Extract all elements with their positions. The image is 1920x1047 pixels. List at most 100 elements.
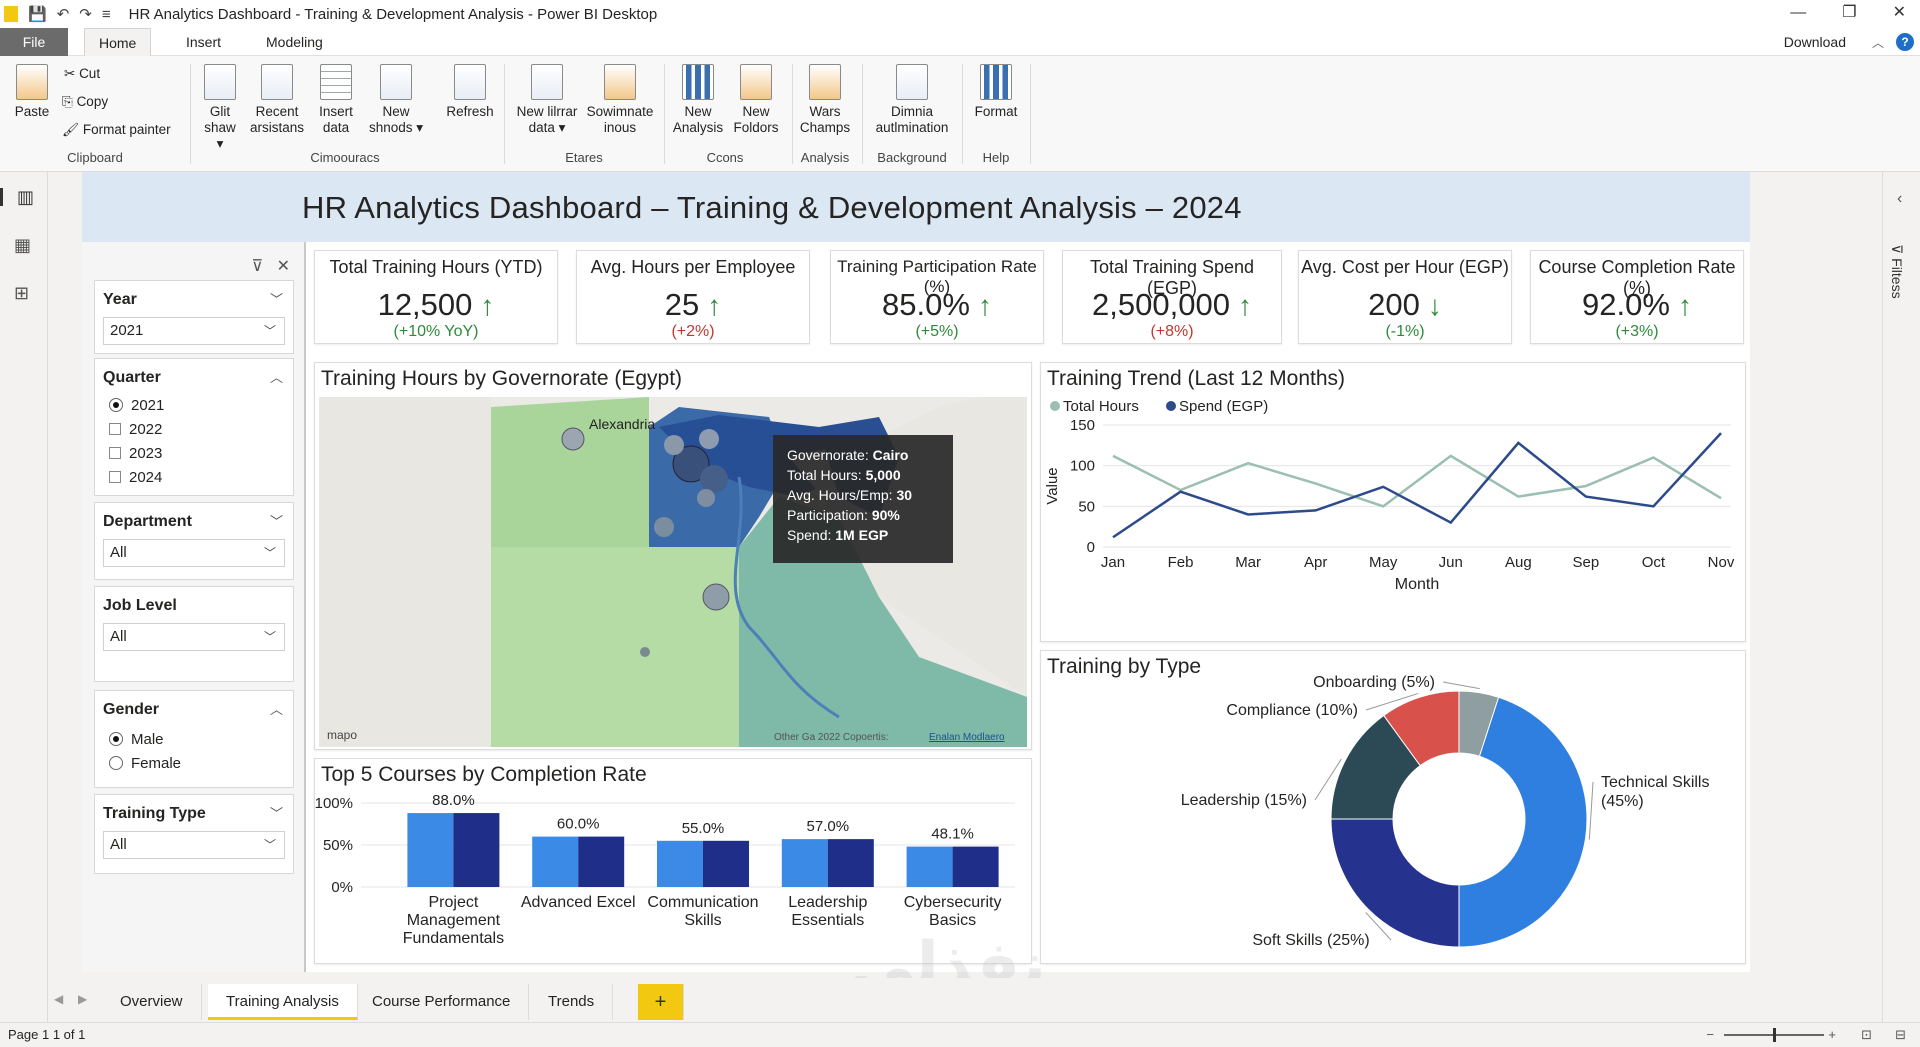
table-view-icon[interactable]: ▦	[14, 235, 32, 255]
chevron-up-icon[interactable]: ︿	[269, 370, 283, 385]
fit-width-icon[interactable]: ⊟	[1895, 1027, 1906, 1042]
kpi-card-completion[interactable]: Course Completion Rate (%) 92.0% ↑ (+3%)	[1530, 250, 1744, 344]
department-dropdown[interactable]: All ﹀	[103, 539, 285, 567]
bar-light	[407, 813, 454, 887]
wars-champs-button[interactable]: Wars Champs	[796, 64, 854, 136]
filters-pane-collapsed[interactable]: ‹ ⊽ Filtess	[1882, 172, 1920, 1022]
quarter-option-2022[interactable]: 2022	[109, 421, 162, 438]
customize-quick-access-icon[interactable]: ≡	[101, 5, 111, 23]
undo-icon[interactable]: ↶	[56, 6, 70, 23]
kpi-card-participation[interactable]: Training Participation Rate (%) 85.0% ↑ (…	[830, 250, 1044, 344]
recent-button[interactable]: Recent arsistans	[248, 64, 306, 136]
zoom-in-icon[interactable]: +	[1828, 1027, 1836, 1042]
donut-slice	[1330, 818, 1460, 948]
refresh-button[interactable]: Refresh	[444, 64, 496, 120]
redo-icon[interactable]: ↷	[79, 6, 92, 23]
help-icon[interactable]: ?	[1896, 33, 1914, 51]
top-courses-chart[interactable]: Top 5 Courses by Completion Rate 0% 50% 10…	[314, 758, 1032, 964]
fit-page-icon[interactable]: ⊡	[1861, 1027, 1872, 1042]
year-dropdown[interactable]: 2021 ﹀	[103, 317, 285, 345]
kpi-card-total-spend[interactable]: Total Training Spend (EGP) 2,500,000 ↑ (+…	[1062, 250, 1282, 344]
new-folders-button[interactable]: New Foldors	[728, 64, 784, 136]
page-tab-overview[interactable]: Overview	[102, 984, 202, 1020]
kpi-change: (+8%)	[1150, 323, 1194, 340]
quarter-label: Quarter	[103, 369, 161, 386]
gender-option-female[interactable]: Female	[109, 755, 181, 772]
chevron-left-icon[interactable]: ‹	[1897, 190, 1903, 207]
training-type-dropdown[interactable]: All ﹀	[103, 831, 285, 859]
donut-chart-svg[interactable]: Technical Skills (45%) Soft Skills (25%) Le…	[1041, 651, 1747, 965]
gender-option-male[interactable]: Male	[109, 731, 164, 748]
map-bubble[interactable]	[640, 647, 650, 657]
scroll-left-icon[interactable]: ◀	[54, 992, 64, 1006]
map-bubble[interactable]	[697, 489, 715, 507]
map-visual[interactable]: Training Hours by Governorate (Egypt) Al…	[314, 362, 1032, 750]
tab-modeling[interactable]: Modeling	[266, 34, 323, 50]
copy-button[interactable]: ⎘ Copy	[62, 94, 109, 109]
filter-icon[interactable]: ⊽	[251, 258, 264, 275]
quarter-option-2024[interactable]: 2024	[109, 469, 162, 486]
training-trend-chart[interactable]: Training Trend (Last 12 Months) Total Ho…	[1040, 362, 1746, 642]
tooltip-label: Spend:	[787, 527, 832, 543]
training-by-type-chart[interactable]: Training by Type Technical Skills (45%) So…	[1040, 650, 1746, 964]
close-button[interactable]: ✕	[1892, 4, 1906, 21]
filters-pane-label[interactable]: ⊽ Filtess	[1889, 244, 1905, 299]
tab-home[interactable]: Home	[84, 28, 152, 56]
download-link[interactable]: Download	[1783, 34, 1846, 50]
new-shnods-button[interactable]: New shnods ▾	[368, 64, 424, 136]
tab-insert[interactable]: Insert	[186, 34, 222, 50]
new-valley-region[interactable]	[491, 547, 739, 747]
zoom-thumb[interactable]	[1773, 1028, 1776, 1042]
model-view-icon[interactable]: ⊞	[14, 283, 30, 303]
kpi-card-total-hours[interactable]: Total Training Hours (YTD) 12,500 ↑ (+10%…	[314, 250, 558, 344]
ribbon-tabs: File Home Insert Modeling Download ︿ ?	[0, 28, 1920, 56]
map-bubble[interactable]	[664, 435, 684, 455]
y-axis-label: Value	[1044, 467, 1061, 504]
quarter-option-2023[interactable]: 2023	[109, 445, 162, 462]
page-tab-training-analysis[interactable]: Training Analysis	[208, 984, 358, 1020]
insert-data-button[interactable]: Insert data	[314, 64, 358, 136]
egypt-map[interactable]: Alexandria mapo Other Ga 2022 Copoertis:…	[319, 397, 1027, 747]
map-bubble[interactable]	[654, 517, 674, 537]
line-chart-svg[interactable]: Total Hours Spend (EGP) 0 50 100 150 Jan Feb Mar…	[1041, 397, 1747, 641]
minimize-button[interactable]: —	[1790, 4, 1807, 21]
scroll-right-icon[interactable]: ▶	[78, 992, 88, 1006]
page-tab-course-performance[interactable]: Course Performance	[354, 984, 530, 1020]
new-analysis-button[interactable]: New Analysis	[668, 64, 728, 136]
sowimnate-button[interactable]: Sowimnate inous	[586, 64, 654, 136]
zoom-out-icon[interactable]: −	[1706, 1027, 1714, 1042]
report-view-icon[interactable]: ▥	[0, 188, 40, 206]
kpi-card-avg-cost[interactable]: Avg. Cost per Hour (EGP) 200 ↓ (-1%)	[1298, 250, 1512, 344]
kpi-card-avg-hours[interactable]: Avg. Hours per Employee 25 ↑ (+2%)	[576, 250, 810, 344]
cut-button[interactable]: ✂ Cut	[64, 66, 101, 81]
chevron-down-icon[interactable]: ﹀	[269, 292, 283, 307]
paste-button[interactable]: Paste	[12, 64, 52, 120]
chevron-down-icon[interactable]: ﹀	[269, 514, 283, 529]
clear-filter-icon[interactable]: ✕	[276, 258, 290, 275]
page-tab-trends[interactable]: Trends	[530, 984, 614, 1020]
map-bubble[interactable]	[672, 445, 710, 483]
job-level-dropdown[interactable]: All ﹀	[103, 623, 285, 651]
bar-chart-svg[interactable]: 0% 50% 100% 88.0% ProjectManagementFundament…	[315, 789, 1033, 963]
collapse-ribbon-icon[interactable]: ︿	[1871, 36, 1884, 50]
chevron-up-icon[interactable]: ︿	[269, 702, 283, 717]
map-attribution-link[interactable]: Enalan Modlaero	[929, 732, 1005, 743]
restore-button[interactable]: ❐	[1842, 4, 1857, 21]
glit-button[interactable]: Glit shaw ▾	[200, 64, 240, 152]
add-page-button[interactable]: +	[638, 984, 684, 1020]
recent-label-2: arsistans	[249, 120, 305, 135]
format-button[interactable]: Format	[968, 64, 1024, 120]
format-painter-button[interactable]: 🖌 Format painter	[62, 122, 171, 137]
tab-file[interactable]: File	[0, 28, 68, 56]
map-bubble[interactable]	[702, 583, 730, 611]
map-bubble[interactable]	[700, 465, 728, 493]
quarter-option-2021[interactable]: 2021	[109, 397, 164, 414]
new-library-data-button[interactable]: New lilrrar data ▾	[510, 64, 584, 136]
dimnia-button[interactable]: Dimnia autlmination	[866, 64, 958, 136]
save-icon[interactable]: 💾	[28, 6, 47, 23]
bar-dark	[453, 813, 500, 887]
matrouh-region[interactable]	[491, 397, 649, 547]
map-bubble[interactable]	[699, 429, 719, 449]
map-bubble[interactable]	[561, 427, 585, 451]
chevron-down-icon[interactable]: ﹀	[269, 806, 283, 821]
